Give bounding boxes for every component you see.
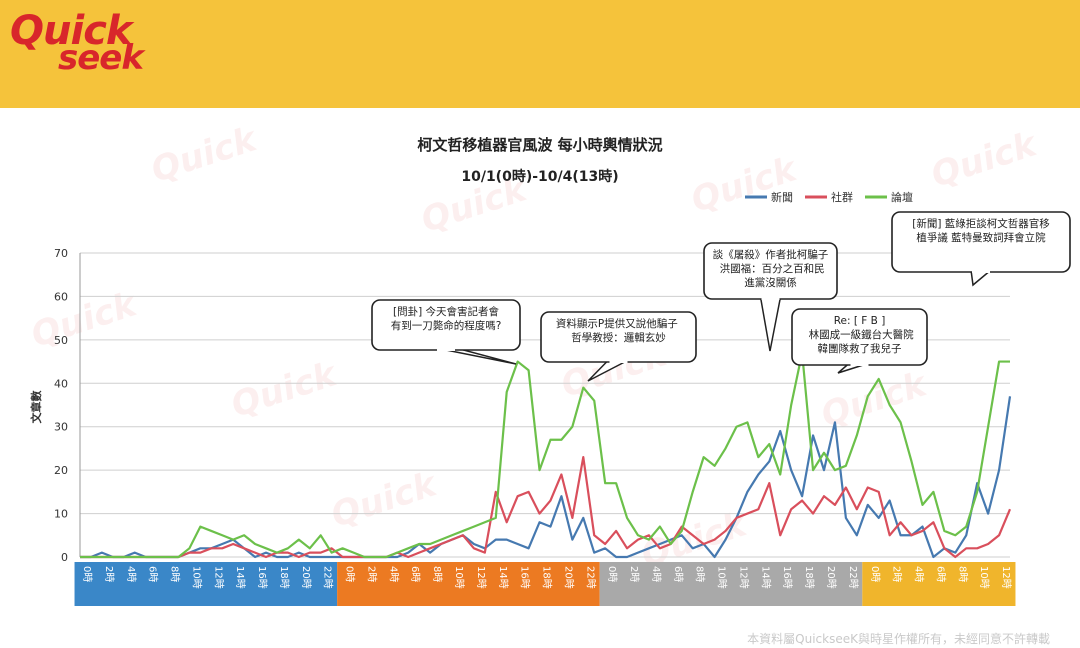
x-tick-label: 4時 <box>913 566 925 582</box>
annotation-text: Re: [ F B ] 林國成一級鐵台大醫院韓團隊救了我兒子 <box>805 315 914 355</box>
x-tick-label: 20時 <box>300 566 312 589</box>
x-tick-label: 0時 <box>606 566 618 582</box>
annotation-text: [新聞] 藍綠拒談柯文哲器官移植爭議 藍特曼致詞拜會立院 <box>912 217 1050 244</box>
x-tick-label: 2時 <box>891 566 903 582</box>
annotation-gap <box>850 362 869 366</box>
x-tick-label: 10時 <box>190 566 202 589</box>
x-tick-label: 18時 <box>541 566 553 589</box>
x-tick-label: 10時 <box>978 566 990 589</box>
legend-label: 新聞 <box>771 190 793 204</box>
x-tick-label: 10時 <box>453 566 465 589</box>
x-tick-label: 20時 <box>562 566 574 589</box>
x-tick-label: 8時 <box>169 566 181 582</box>
x-tick-label: 8時 <box>956 566 968 582</box>
logo-line1: Quick <box>10 8 133 54</box>
x-tick-label: 16時 <box>781 566 793 589</box>
series-line-社群 <box>80 456 1012 559</box>
day-band-10/2 <box>337 562 600 606</box>
y-tick-label: 10 <box>54 508 68 521</box>
x-tick-label: 2時 <box>365 566 377 582</box>
x-tick-label: 14時 <box>759 566 771 589</box>
x-tick-label: 22時 <box>584 566 596 589</box>
annotation-pointer <box>759 296 782 352</box>
y-tick-label: 40 <box>54 377 68 390</box>
x-tick-label: 14時 <box>497 566 509 589</box>
x-tick-label: 0時 <box>344 566 356 582</box>
x-tick-label: 10時 <box>716 566 728 589</box>
y-tick-label: 20 <box>54 464 68 477</box>
y-tick-label: 50 <box>54 334 68 347</box>
annotation-gap <box>609 359 628 363</box>
x-tick-label: 14時 <box>234 566 246 589</box>
annotation-pointer <box>587 359 629 382</box>
x-tick-label: 0時 <box>869 566 881 582</box>
series-line-論壇 <box>80 351 1010 559</box>
y-axis-label: 文章數 <box>29 391 43 424</box>
chart-title: 柯文哲移植器官風波 每小時輿情狀況 <box>417 136 662 154</box>
x-tick-label: 8時 <box>431 566 443 582</box>
x-tick-label: 12時 <box>1000 566 1012 589</box>
x-tick-label: 4時 <box>125 566 137 582</box>
x-tick-label: 22時 <box>847 566 859 589</box>
annotation-text: [問卦] 今天會害記者會有到一刀斃命的程度嗎? <box>391 305 502 332</box>
annotation-text: 資料顯示P提供又說他騙子 哲學教授：邏輯玄妙 <box>556 317 681 344</box>
x-tick-label: 6時 <box>409 566 421 582</box>
logo-line2: seek <box>58 38 144 78</box>
copyright-footer: 本資料屬QuickseeK與時星作權所有，未經同意不許轉載 <box>747 632 1050 646</box>
y-tick-label: 0 <box>61 551 68 564</box>
x-tick-label: 12時 <box>212 566 224 589</box>
x-tick-label: 16時 <box>519 566 531 589</box>
x-tick-label: 4時 <box>650 566 662 582</box>
y-tick-label: 60 <box>54 290 68 303</box>
y-tick-label: 30 <box>54 421 68 434</box>
annotation-gap <box>761 296 780 300</box>
legend-label: 論壇 <box>891 190 913 204</box>
x-tick-label: 4時 <box>387 566 399 582</box>
x-tick-label: 18時 <box>803 566 815 589</box>
legend-label: 社群 <box>831 190 853 204</box>
x-tick-label: 18時 <box>278 566 290 589</box>
x-tick-label: 8時 <box>694 566 706 582</box>
day-band-10/1 <box>74 562 338 606</box>
x-tick-label: 2時 <box>628 566 640 582</box>
annotation-text: 談《屠殺》作者批柯騙子 洪國福：百分之百和民進黨沒關係 <box>713 248 829 289</box>
x-tick-label: 16時 <box>256 566 268 589</box>
x-tick-label: 12時 <box>475 566 487 589</box>
quickseek-logo[interactable]: Quick seek <box>10 8 170 78</box>
x-tick-label: 2時 <box>103 566 115 582</box>
x-tick-label: 6時 <box>672 566 684 582</box>
x-tick-label: 0時 <box>81 566 93 582</box>
annotation-gap <box>972 269 990 273</box>
x-tick-label: 22時 <box>322 566 334 589</box>
header-banner <box>0 0 1080 108</box>
x-tick-label: 6時 <box>934 566 946 582</box>
annotation-gap <box>437 347 455 351</box>
y-tick-label: 70 <box>54 247 68 260</box>
series-line-新聞 <box>80 396 1012 559</box>
x-tick-label: 20時 <box>825 566 837 589</box>
x-tick-label: 12時 <box>737 566 749 589</box>
day-band-10/3 <box>599 562 863 606</box>
chart-subtitle: 10/1(0時)-10/4(13時) <box>461 168 618 185</box>
day-band-10/4 <box>862 562 1016 606</box>
x-tick-label: 6時 <box>147 566 159 582</box>
